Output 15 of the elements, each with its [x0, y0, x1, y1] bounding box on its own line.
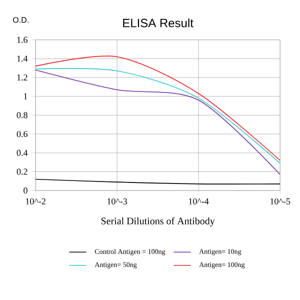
x-tick-label: 10^-5 [270, 198, 290, 204]
y-tick-label: 1.6 [17, 36, 28, 43]
y-tick-label: 1.2 [17, 74, 28, 81]
x-axis-title: Serial Dilutions of Antibody [101, 217, 215, 226]
y-tick-label: 0.8 [16, 112, 28, 118]
y-tick-label: 1.4 [17, 56, 28, 62]
x-tick-label: 10^-4 [189, 198, 209, 204]
x-tick-label: 10^-3 [107, 198, 128, 204]
y-tick-label: 0.2 [16, 168, 28, 175]
chart-title: ELISA Result [123, 18, 194, 28]
y-tick-label: 1 [24, 93, 28, 100]
y-tick-label: 0 [24, 187, 28, 194]
x-tick-label: 10^-2 [26, 198, 46, 204]
y-tick-label: 0.4 [16, 150, 28, 156]
y-tick-label: 0.6 [16, 130, 28, 138]
